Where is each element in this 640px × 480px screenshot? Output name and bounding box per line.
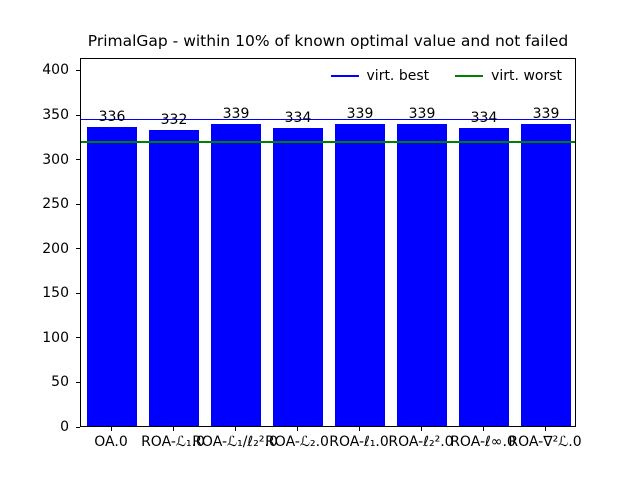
x-tick-label: ROA-ℓ₂².0 [388,434,454,450]
bar [397,123,447,426]
x-tick [544,427,546,431]
legend-item-virt-best: virt. best [330,68,430,84]
bar [335,123,385,426]
bar-value-label: 334 [284,110,312,127]
y-tick-label: 100 [42,329,69,346]
bar [149,130,199,426]
x-tick-label: ROA-ℒ₁.0 [141,434,205,450]
bar [459,128,509,426]
y-tick [76,292,80,294]
y-tick [76,426,80,428]
y-tick-label: 250 [42,196,69,213]
y-tick-label: 50 [51,374,69,391]
bar [521,123,571,426]
x-tick [110,427,112,431]
x-tick-label: ROA-ℒ₁/ℓ₂².0 [192,434,278,450]
x-tick [420,427,422,431]
x-tick [482,427,484,431]
y-tick [76,114,80,116]
y-tick [76,69,80,71]
bar-value-label: 339 [222,105,250,122]
y-tick [76,203,80,205]
x-tick-label: OA.0 [94,434,128,450]
x-tick [234,427,236,431]
virt-worst-line-swatch [455,75,484,77]
x-tick [296,427,298,431]
plot-area: 336 332 339 334 339 339 334 339 virt. best virt… [80,58,576,427]
x-tick-label: ROA-ℓ∞.0 [450,434,516,450]
y-tick-label: 0 [60,419,69,435]
x-tick-label: ROA-ℒ₂.0 [265,434,329,450]
bar-value-label: 332 [160,112,188,129]
y-tick [76,381,80,383]
legend-item-virt-worst: virt. worst [455,68,562,84]
chart-title: PrimalGap - within 10% of known optimal … [87,32,569,50]
y-tick-label: 200 [42,240,69,257]
y-tick-label: 150 [42,285,69,302]
bar [273,128,323,426]
x-tick-label: ROA-ℓ₁.0 [329,434,389,450]
x-tick [358,427,360,431]
legend-label-virt-worst: virt. worst [491,68,562,84]
y-tick-label: 350 [42,107,69,124]
virt-worst-line [81,141,575,143]
bar-value-label: 339 [532,105,560,122]
y-tick [76,159,80,161]
y-tick [76,248,80,250]
y-tick [76,337,80,339]
bar [211,123,261,426]
legend: virt. best virt. worst [330,68,562,84]
bar-value-label: 339 [346,105,374,122]
x-tick [172,427,174,431]
x-tick-label: ROA-∇²ℒ.0 [508,434,582,450]
y-tick-label: 300 [42,151,69,168]
bar-value-label: 336 [98,108,126,125]
bar [87,126,137,426]
virt-best-line [81,118,575,121]
virt-best-line-swatch [330,75,359,77]
y-tick-label: 400 [42,62,69,79]
legend-label-virt-best: virt. best [366,68,430,84]
bar-value-label: 334 [470,110,498,127]
bar-value-label: 339 [408,105,436,122]
